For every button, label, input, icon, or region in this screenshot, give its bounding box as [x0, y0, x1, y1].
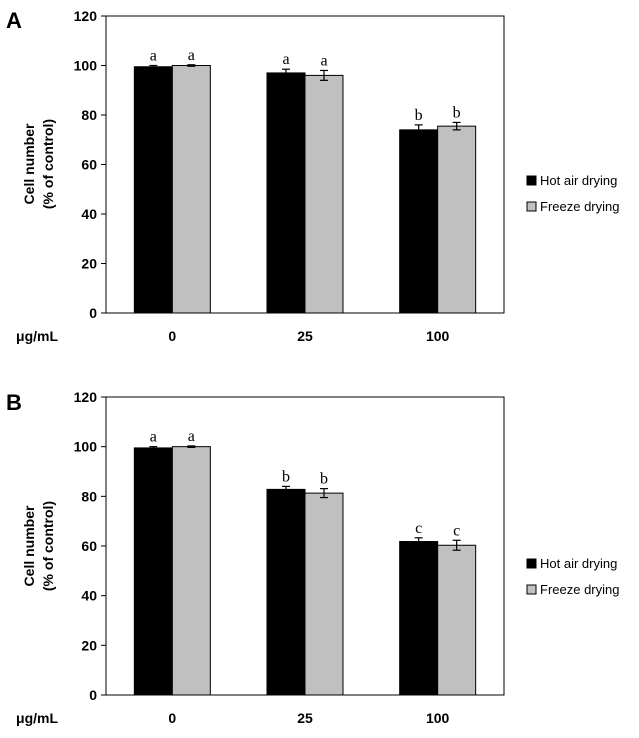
- panel-b-ytick-label: 100: [74, 439, 98, 455]
- panel-a-xtick-label: 0: [168, 328, 176, 344]
- panel-b-ytick-label: 40: [81, 588, 97, 604]
- panel-a-ytick-label: 100: [74, 58, 98, 74]
- panel-b-ytick-label: 120: [74, 389, 98, 405]
- panel-a: A Cell number (% of control) μg/mL 0 20 40…: [6, 8, 619, 344]
- panel-a-xtick-label: 25: [297, 328, 313, 344]
- panel-a-ytick-label: 20: [81, 256, 97, 272]
- panel-b-xtick-label: 0: [168, 710, 176, 726]
- panel-a-ylabel-line2: (% of control): [40, 119, 56, 209]
- panel-b-xtick-label: 25: [297, 710, 313, 726]
- panel-b-bar: [171, 446, 211, 696]
- panel-b-bar: [399, 541, 439, 696]
- legend-swatch-hot-air-a: [526, 175, 537, 186]
- panel-b-significance-label: a: [150, 429, 157, 446]
- panel-b-significance-label: c: [453, 522, 460, 539]
- panel-b-ytick-label: 20: [81, 637, 97, 653]
- panel-a-xtick-label: 100: [426, 328, 450, 344]
- panel-b-ylabel-line2: (% of control): [40, 501, 56, 591]
- panel-b-ylabel-line1: Cell number: [21, 505, 37, 586]
- panel-a-significance-label: a: [150, 48, 157, 65]
- panel-b-significance-label: b: [282, 468, 290, 485]
- legend-label-hot-air-a: Hot air drying: [540, 173, 617, 188]
- panel-a-significance-label: a: [282, 51, 289, 68]
- panel-b-legend: Hot air drying Freeze drying: [526, 556, 619, 597]
- panel-a-ytick-label: 0: [89, 305, 97, 321]
- legend-label-freeze-b: Freeze drying: [540, 582, 619, 597]
- panel-a-bar: [437, 125, 477, 314]
- panel-b-plot: 0 20 40 60 80 100 120 a a 0 b b 25 c c 100: [74, 389, 505, 726]
- panel-a-ytick-label: 40: [81, 206, 97, 222]
- panel-a-bar: [171, 65, 211, 314]
- panel-a-label: A: [6, 8, 22, 33]
- panel-a-bar: [133, 66, 173, 314]
- panel-b-unit-label: μg/mL: [16, 710, 58, 726]
- panel-a-ytick-label: 60: [81, 157, 97, 173]
- panel-a-ylabel-line1: Cell number: [21, 123, 37, 204]
- panel-b-xtick-label: 100: [426, 710, 450, 726]
- panel-a-ytick-label: 120: [74, 8, 98, 24]
- panel-b-ytick-label: 80: [81, 488, 97, 504]
- panel-b-bar: [133, 447, 173, 696]
- panel-b-bar: [304, 492, 344, 696]
- panel-a-significance-label: b: [415, 107, 423, 124]
- panel-b-label: B: [6, 390, 22, 415]
- legend-swatch-freeze-a: [526, 201, 537, 212]
- legend-label-freeze-a: Freeze drying: [540, 199, 619, 214]
- panel-a-unit-label: μg/mL: [16, 328, 58, 344]
- legend-label-hot-air-b: Hot air drying: [540, 556, 617, 571]
- panel-b-significance-label: c: [415, 520, 422, 537]
- panel-b-significance-label: b: [320, 471, 328, 488]
- panel-b-significance-label: a: [188, 428, 195, 445]
- panel-a-significance-label: a: [188, 47, 195, 64]
- legend-swatch-freeze-b: [526, 584, 537, 595]
- legend-swatch-hot-air-b: [526, 558, 537, 569]
- panel-a-plot: 0 20 40 60 80 100 120 a a 0 a a 25 b b 100: [74, 8, 505, 344]
- panel-a-significance-label: a: [320, 52, 327, 69]
- panel-b: B Cell number (% of control) μg/mL 0 20 40…: [6, 389, 619, 726]
- panel-a-bar: [304, 74, 344, 314]
- panel-a-bar: [399, 129, 439, 314]
- panel-a-legend: Hot air drying Freeze drying: [526, 173, 619, 214]
- panel-b-bar: [437, 544, 477, 696]
- panel-a-bar: [266, 72, 306, 314]
- panel-b-ytick-label: 60: [81, 538, 97, 554]
- panel-b-ytick-label: 0: [89, 687, 97, 703]
- panel-a-significance-label: b: [453, 104, 461, 121]
- panel-b-bar: [266, 488, 306, 696]
- panel-a-ytick-label: 80: [81, 107, 97, 123]
